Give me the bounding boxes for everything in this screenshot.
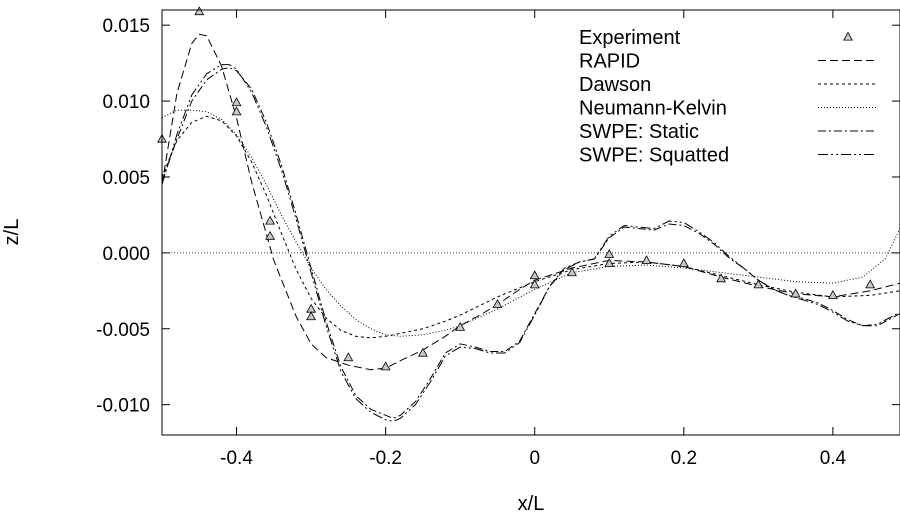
experiment-point	[529, 270, 540, 280]
experiment-point	[492, 299, 503, 309]
experiment-point	[306, 311, 317, 321]
experiment-point	[678, 258, 689, 268]
x-tick-label: -0.2	[369, 448, 402, 469]
experiment-point	[641, 255, 652, 264]
x-axis-label: x/L	[518, 493, 545, 515]
legend-label-rapid: RAPID	[579, 51, 640, 73]
legend-label-neumann-kelvin: Neumann-Kelvin	[579, 98, 727, 120]
series-line-neumann-kelvin	[161, 109, 900, 337]
experiment-point	[194, 6, 205, 16]
experiment-point	[265, 230, 276, 240]
experiment-point	[343, 352, 354, 362]
experiment-point	[231, 106, 242, 116]
legend-label-dawson: Dawson	[579, 74, 651, 96]
x-tick-label: 0.2	[671, 448, 697, 469]
y-tick-label: 0.015	[102, 16, 150, 37]
y-axis-label: z/L	[1, 219, 23, 246]
x-tick-label: -0.4	[220, 448, 253, 469]
legend: ExperimentRAPIDDawsonNeumann-KelvinSWPE:…	[579, 27, 876, 167]
experiment-point	[865, 279, 876, 289]
experiment-point	[380, 361, 391, 371]
experiment-point	[417, 347, 428, 357]
x-tick-label: 0.4	[820, 448, 847, 469]
legend-label-swpe-static: SWPE: Static	[579, 121, 699, 143]
y-tick-label: -0.005	[96, 320, 150, 341]
experiment-point	[790, 288, 801, 298]
x-tick-label: 0	[529, 448, 540, 469]
series-line-swpe-static	[161, 67, 900, 419]
y-tick-label: 0.000	[102, 244, 150, 265]
experiment-point	[827, 290, 838, 299]
experiment-point	[455, 321, 466, 331]
experiment-point	[716, 273, 727, 283]
y-tick-label: -0.010	[96, 396, 150, 417]
y-tick-label: 0.005	[102, 168, 150, 189]
plot-frame	[161, 9, 900, 436]
legend-label-swpe-squatted: SWPE: Squatted	[579, 145, 729, 167]
experiment-point	[529, 279, 540, 289]
legend-label-experiment: Experiment	[579, 27, 681, 49]
experiment-point	[265, 215, 276, 225]
experiment-point	[231, 97, 242, 107]
experiment-point	[604, 258, 615, 268]
experiment-point	[567, 267, 577, 277]
experiment-point	[604, 249, 615, 258]
legend-sample-experiment	[843, 31, 853, 41]
y-tick-label: 0.010	[102, 92, 150, 113]
experiment-point	[753, 279, 764, 289]
series-line-dawson	[161, 115, 900, 339]
